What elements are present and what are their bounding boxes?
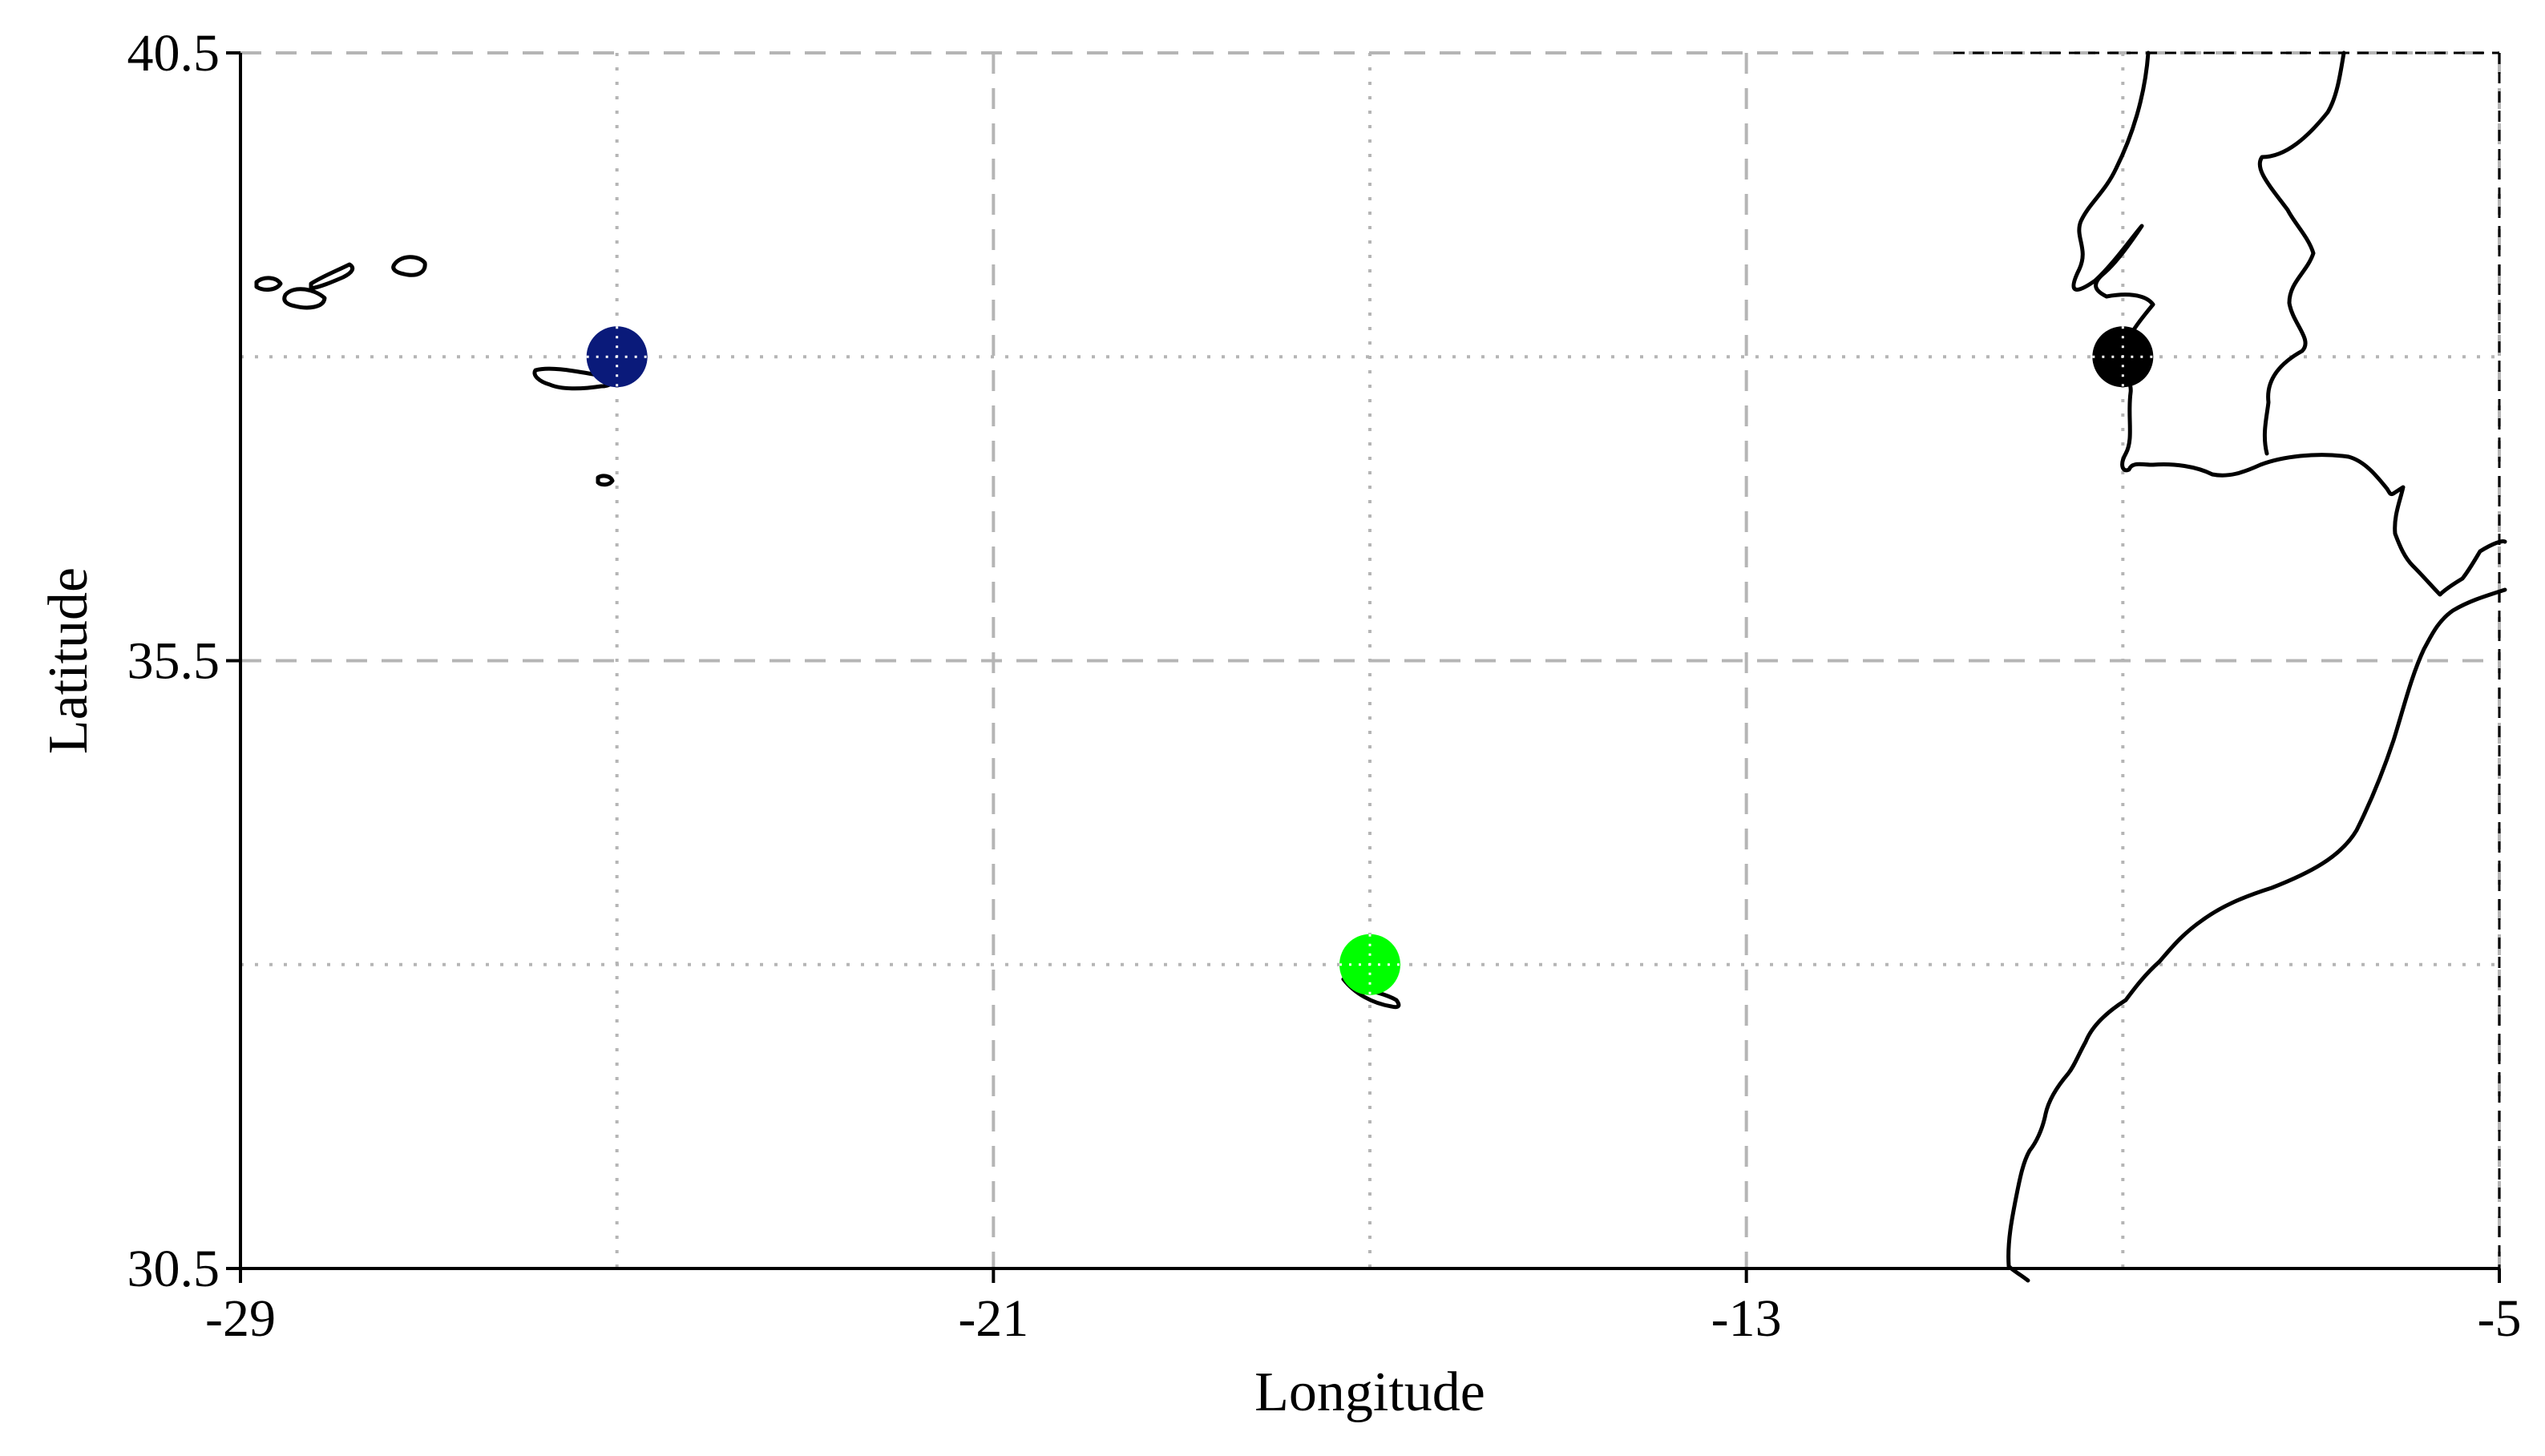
azores-island-santa-maria [596, 474, 615, 487]
x-tick-label-0: -29 [205, 1289, 276, 1348]
x-tick-label-2: -13 [1711, 1289, 1782, 1348]
axis-labels: -29 -21 -13 -5 30.5 35.5 40.5 Longitude Latitude [38, 24, 2521, 1423]
gridlines [240, 51, 2501, 1268]
y-axis-title: Latitude [38, 567, 99, 754]
station-markers [586, 326, 2154, 995]
x-axis-title: Longitude [1254, 1361, 1485, 1423]
azores-island-sao-miguel [532, 366, 614, 391]
azores-island-terceira [391, 255, 427, 277]
y-tick-label-2: 40.5 [127, 24, 220, 83]
africa-coastline [2006, 587, 2507, 1283]
azores-island-flores [254, 276, 283, 292]
y-tick-label-1: 35.5 [127, 632, 220, 691]
coastlines [254, 50, 2507, 1283]
x-tick-label-1: -21 [958, 1289, 1028, 1348]
y-tick-label-0: 30.5 [127, 1240, 220, 1298]
azores-island-pico [309, 262, 355, 291]
x-tick-label-3: -5 [2478, 1289, 2522, 1348]
azores-island-faial [282, 287, 327, 310]
iberian-coastline [2071, 50, 2507, 597]
spain-interior-border [2257, 50, 2346, 456]
axes-frame [226, 51, 2501, 1283]
